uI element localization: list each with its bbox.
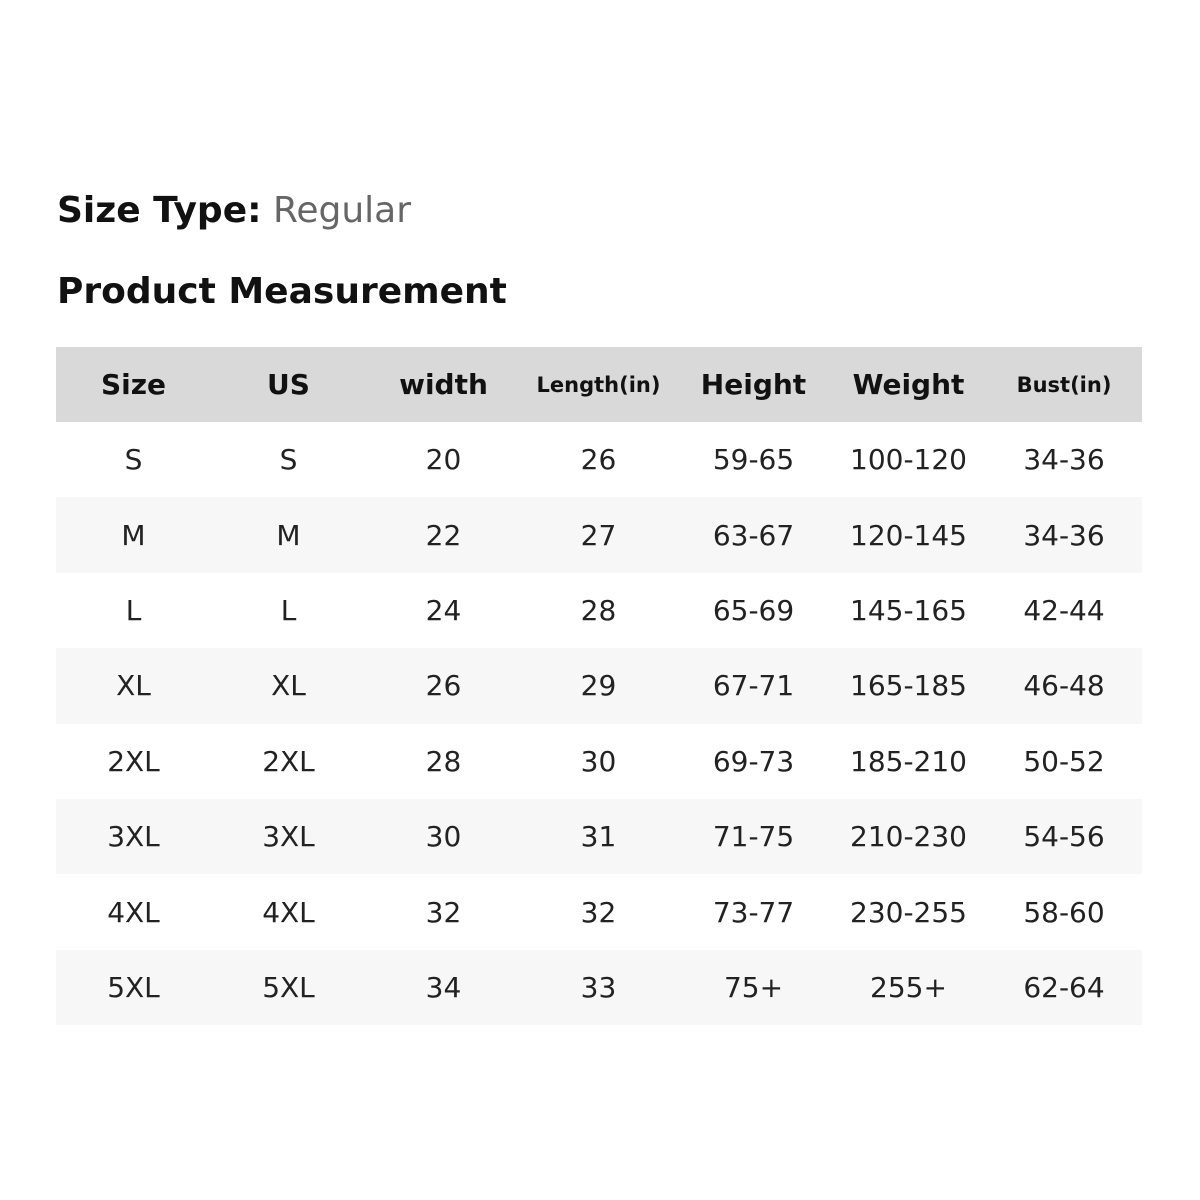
header-height: Height — [700, 368, 807, 401]
cell-width: 30 — [425, 820, 462, 854]
size-type-value: Regular — [272, 190, 412, 231]
cell-bust: 54-56 — [1023, 820, 1105, 854]
table-row: 4XL 4XL 32 32 73-77 230-255 58-60 — [56, 874, 1142, 950]
size-chart-table: Size US width Length(in) Height Weight B… — [56, 347, 1142, 1026]
size-type-line: Size Type: Regular — [57, 188, 411, 234]
cell-width: 20 — [425, 443, 462, 477]
table-row: 5XL 5XL 34 33 75+ 255+ 62-64 — [56, 949, 1142, 1026]
cell-us: M — [276, 518, 301, 552]
header-length: Length(in) — [536, 372, 661, 397]
header-bust: Bust(in) — [1016, 372, 1112, 397]
cell-size: 5XL — [107, 970, 160, 1004]
cell-width: 28 — [425, 744, 462, 778]
cell-us: 4XL — [262, 895, 315, 929]
table-row: XL XL 26 29 67-71 165-185 46-48 — [56, 648, 1142, 724]
cell-weight: 100-120 — [850, 443, 967, 477]
cell-width: 32 — [425, 895, 462, 929]
cell-us: 2XL — [262, 744, 315, 778]
table-row: L L 24 28 65-69 145-165 42-44 — [56, 572, 1142, 649]
cell-weight: 165-185 — [850, 669, 967, 703]
cell-size: 2XL — [107, 744, 160, 778]
cell-length: 30 — [580, 744, 617, 778]
cell-length: 26 — [580, 443, 617, 477]
cell-height: 69-73 — [712, 744, 795, 778]
cell-us: XL — [271, 669, 306, 703]
table-header-row: Size US width Length(in) Height Weight B… — [56, 347, 1142, 422]
cell-weight: 230-255 — [850, 895, 967, 929]
cell-height: 63-67 — [712, 518, 795, 552]
cell-bust: 34-36 — [1023, 443, 1105, 477]
cell-length: 29 — [580, 669, 617, 703]
header-weight: Weight — [852, 368, 965, 401]
header-us: US — [267, 368, 310, 401]
cell-weight: 255+ — [870, 970, 947, 1004]
cell-size: L — [125, 593, 142, 627]
cell-length: 28 — [580, 593, 617, 627]
cell-bust: 46-48 — [1023, 669, 1105, 703]
cell-length: 27 — [580, 518, 617, 552]
cell-height: 65-69 — [712, 593, 795, 627]
cell-bust: 58-60 — [1023, 895, 1105, 929]
cell-weight: 210-230 — [850, 820, 967, 854]
cell-weight: 145-165 — [850, 593, 967, 627]
cell-us: S — [279, 443, 298, 477]
cell-width: 24 — [425, 593, 462, 627]
cell-us: 3XL — [262, 820, 315, 854]
table-row: M M 22 27 63-67 120-145 34-36 — [56, 497, 1142, 573]
cell-height: 67-71 — [712, 669, 795, 703]
cell-bust: 50-52 — [1023, 744, 1105, 778]
header-width: width — [399, 368, 488, 401]
cell-bust: 34-36 — [1023, 518, 1105, 552]
cell-height: 59-65 — [712, 443, 795, 477]
cell-size: M — [121, 518, 146, 552]
cell-height: 75+ — [723, 970, 784, 1004]
table-row: 2XL 2XL 28 30 69-73 185-210 50-52 — [56, 723, 1142, 799]
cell-length: 33 — [580, 970, 617, 1004]
cell-bust: 62-64 — [1023, 970, 1105, 1004]
section-title: Product Measurement — [57, 271, 507, 312]
cell-weight: 185-210 — [850, 744, 967, 778]
cell-height: 73-77 — [712, 895, 795, 929]
table-row: 3XL 3XL 30 31 71-75 210-230 54-56 — [56, 798, 1142, 875]
cell-length: 31 — [580, 820, 617, 854]
cell-size: XL — [116, 669, 151, 703]
cell-size: 4XL — [107, 895, 160, 929]
cell-us: 5XL — [262, 970, 315, 1004]
cell-length: 32 — [580, 895, 617, 929]
header-size: Size — [100, 368, 167, 401]
cell-size: 3XL — [107, 820, 160, 854]
cell-width: 34 — [425, 970, 462, 1004]
cell-size: S — [124, 443, 143, 477]
cell-weight: 120-145 — [850, 518, 967, 552]
table-row: S S 20 26 59-65 100-120 34-36 — [56, 422, 1142, 498]
cell-width: 26 — [425, 669, 462, 703]
cell-bust: 42-44 — [1023, 593, 1105, 627]
cell-width: 22 — [425, 518, 462, 552]
cell-us: L — [280, 593, 297, 627]
size-type-label: Size Type: — [57, 190, 262, 231]
cell-height: 71-75 — [712, 820, 795, 854]
